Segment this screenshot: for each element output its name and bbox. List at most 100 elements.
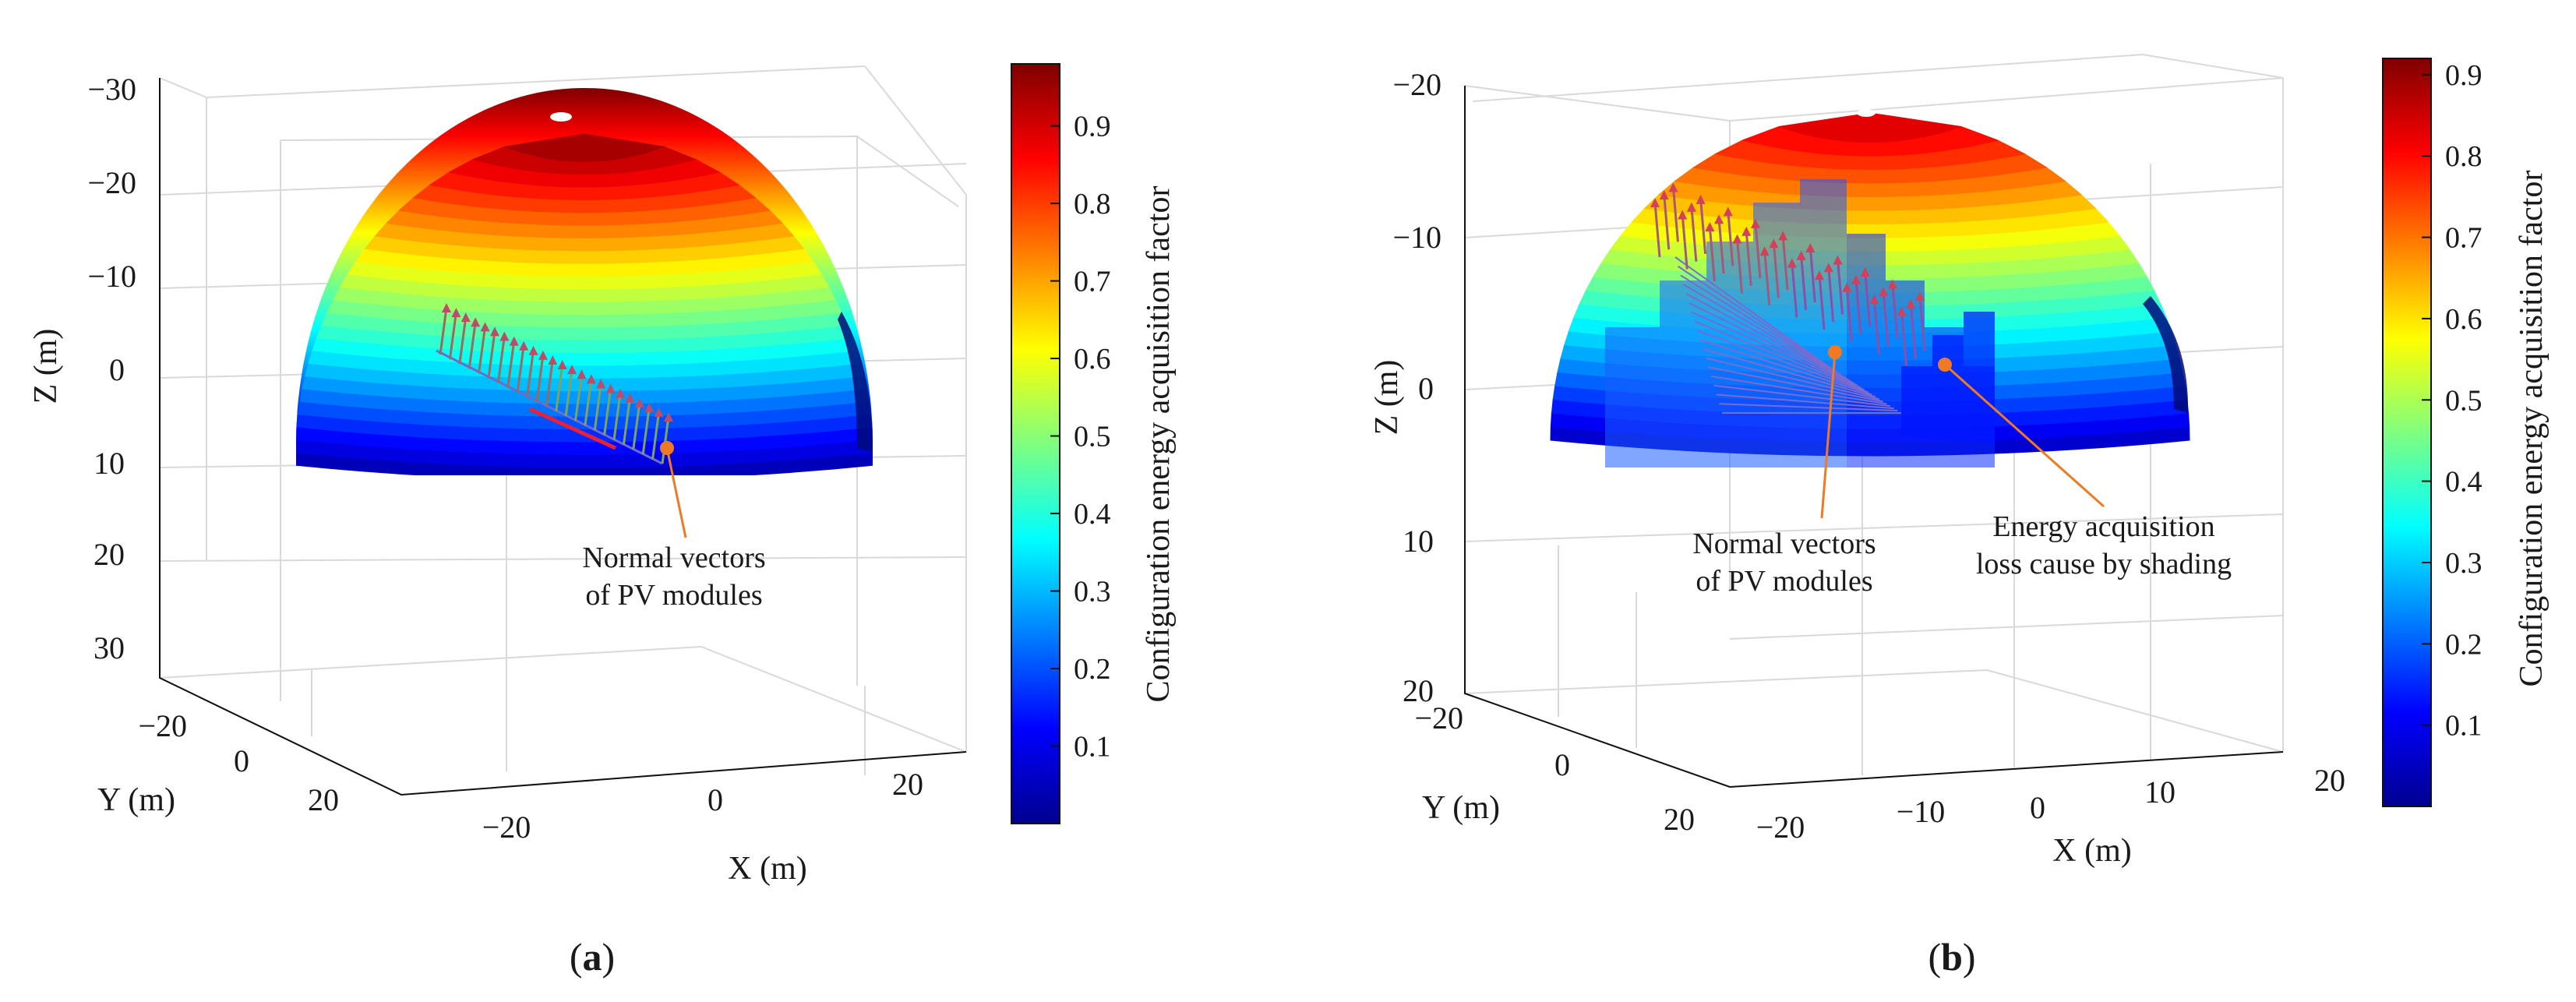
- normal-vector-head: [1732, 234, 1742, 244]
- colorbar-tick-label: 0.2: [2445, 628, 2482, 661]
- normal-vector: [545, 359, 554, 408]
- normal-vector: [535, 355, 545, 403]
- normal-vector: [1864, 271, 1872, 327]
- normal-vector: [448, 312, 457, 360]
- y-tick-a: −20: [138, 708, 187, 743]
- normal-vector: [1717, 219, 1725, 274]
- pv-module-row: [1696, 330, 1868, 393]
- z-tick-b: −20: [1392, 67, 1442, 102]
- pv-module-highlight: [528, 407, 617, 450]
- normal-vector-head: [1650, 198, 1660, 207]
- panel-letter-b: b: [1941, 935, 1963, 979]
- colorbar-tick-label: 0.6: [1074, 343, 1111, 376]
- panel-label-a: (a): [570, 935, 615, 979]
- normal-vector-head: [1741, 226, 1752, 236]
- x-axis-label-a: X (m): [728, 851, 806, 887]
- hemisphere-surface-a: [296, 87, 873, 475]
- normal-vector: [1781, 235, 1789, 291]
- x-axis-label-b: X (m): [2052, 833, 2131, 869]
- z-tick-b: −10: [1392, 220, 1442, 255]
- z-ticks-b: −20 −10 0 10 20: [1392, 67, 1442, 708]
- surface-band: [503, 133, 666, 162]
- axis-lines-b: [1464, 86, 2284, 789]
- normal-vector: [1736, 238, 1744, 294]
- normal-vector: [603, 388, 612, 436]
- y-tick-a: 0: [234, 743, 249, 778]
- normal-vector: [1681, 214, 1689, 270]
- normal-vector-head: [616, 388, 626, 398]
- normal-vector-head: [1750, 218, 1760, 228]
- pv-module-row: [1703, 348, 1876, 398]
- normal-vector-head: [442, 303, 451, 312]
- normal-vector: [1836, 259, 1844, 315]
- colorbar-tick-label: 0.5: [1074, 421, 1111, 453]
- normal-vector: [573, 374, 583, 422]
- colorbar-tick-label: 0.2: [1074, 653, 1111, 686]
- pv-module-row: [1710, 375, 1887, 405]
- normal-vector-head: [499, 331, 510, 341]
- y-axis-label-b: Y (m): [1422, 790, 1500, 826]
- normal-vector: [641, 407, 651, 455]
- annotation-b2-line1: Energy acquisition: [1992, 510, 2214, 543]
- normal-vector-head: [489, 326, 499, 337]
- normal-vector-head: [1723, 206, 1733, 217]
- z-tick-a: −20: [87, 165, 136, 200]
- colorbar-tick-label: 0.7: [2445, 222, 2482, 255]
- normal-vector-head: [1668, 182, 1678, 192]
- colorbar-tick-label: 0.7: [1074, 266, 1111, 298]
- normal-vector-head: [557, 360, 567, 370]
- normal-vector-head: [1696, 194, 1706, 204]
- annotation-b-vectors: Normal vectors of PV modules: [1692, 345, 1876, 598]
- pv-module-row: [1677, 265, 1844, 377]
- panel-b: Normal vectors of PV modules Energy acqu…: [1369, 53, 2550, 979]
- normal-vector-head: [644, 402, 655, 412]
- panel-label-b: (b): [1928, 935, 1975, 979]
- colorbar-tick-label: 0.3: [2445, 547, 2482, 580]
- pv-module-row: [436, 349, 663, 465]
- colorbar-tick-label: 0.3: [1074, 576, 1111, 609]
- normal-vector: [564, 369, 573, 417]
- normal-vector: [468, 322, 477, 369]
- normal-vector-head: [625, 393, 635, 403]
- normal-vector: [1808, 247, 1816, 303]
- hemisphere-surface-b: [1550, 109, 2190, 467]
- normal-vector: [1845, 287, 1853, 342]
- normal-vector-head: [634, 397, 644, 408]
- normal-vector: [1699, 199, 1707, 254]
- normal-vector: [1653, 202, 1661, 258]
- colorbar-a: 0.1 0.2 0.3 0.4 0.5 0.6 0.7 0.8 0.9 Configuratio…: [1011, 63, 1177, 824]
- normal-vector-head: [586, 374, 596, 384]
- annotation-a-line1: Normal vectors: [582, 542, 765, 574]
- normal-vector: [632, 402, 641, 450]
- normal-vector-head: [605, 383, 616, 393]
- normal-vector: [506, 340, 516, 388]
- colorbar-tick-label: 0.4: [1074, 498, 1111, 531]
- colorbar-tick-label: 0.9: [2445, 59, 2482, 92]
- pv-module-row: [1719, 403, 1898, 412]
- normal-vector: [1727, 211, 1734, 266]
- normal-vector-head: [1796, 250, 1806, 260]
- x-ticks-b: −20 −10 0 10 20: [1756, 763, 2345, 845]
- z-tick-a: 20: [94, 537, 125, 572]
- z-tick-a: −10: [87, 259, 136, 294]
- x-tick-b: −20: [1756, 810, 1805, 845]
- pv-module-row: [1689, 302, 1858, 386]
- normal-vector: [458, 316, 468, 365]
- colorbar-tick-label: 0.1: [1074, 731, 1111, 764]
- normal-vector: [1918, 295, 1926, 351]
- annotation-b2-line2: loss cause by shading: [1976, 548, 2232, 580]
- normal-vector: [1772, 243, 1780, 298]
- shading-loss-cell: [1605, 327, 1660, 467]
- y-tick-b: 0: [1554, 747, 1570, 782]
- normal-vector: [661, 416, 670, 464]
- x-tick-b: 20: [2314, 763, 2345, 798]
- x-tick-b: 0: [2030, 790, 2045, 825]
- x-ticks-a: −20 0 20: [482, 767, 923, 845]
- normal-vector-head: [1833, 255, 1843, 265]
- normal-vector-head: [1897, 306, 1907, 316]
- pv-module-row: [1694, 320, 1865, 391]
- colorbar-tick-label: 0.6: [2445, 303, 2482, 336]
- colorbar-tick-label: 0.8: [1074, 188, 1111, 221]
- normal-vector-head: [1851, 274, 1861, 284]
